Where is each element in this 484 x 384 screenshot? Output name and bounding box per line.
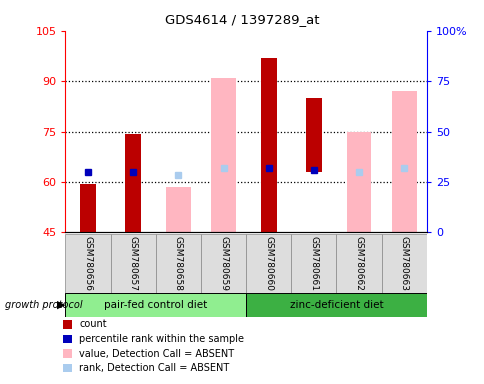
Text: zinc-deficient diet: zinc-deficient diet (289, 300, 382, 310)
FancyBboxPatch shape (245, 234, 291, 294)
Text: GSM780660: GSM780660 (264, 236, 272, 291)
FancyBboxPatch shape (336, 234, 381, 294)
Text: value, Detection Call = ABSENT: value, Detection Call = ABSENT (79, 349, 234, 359)
Text: rank, Detection Call = ABSENT: rank, Detection Call = ABSENT (79, 363, 229, 373)
Text: pair-fed control diet: pair-fed control diet (104, 300, 207, 310)
Text: growth protocol: growth protocol (5, 300, 82, 310)
Text: GSM780658: GSM780658 (174, 236, 182, 291)
Text: GSM780661: GSM780661 (309, 236, 318, 291)
Bar (346, 131, 371, 232)
Text: GSM780659: GSM780659 (219, 236, 227, 291)
FancyBboxPatch shape (291, 234, 336, 294)
Bar (305, 98, 321, 172)
Text: GSM780657: GSM780657 (128, 236, 137, 291)
Text: GSM780663: GSM780663 (399, 236, 408, 291)
Text: percentile rank within the sample: percentile rank within the sample (79, 334, 243, 344)
Text: GSM780656: GSM780656 (83, 236, 92, 291)
FancyBboxPatch shape (110, 234, 155, 294)
Bar (125, 134, 141, 232)
FancyBboxPatch shape (65, 234, 110, 294)
FancyBboxPatch shape (245, 293, 426, 317)
Text: ▶: ▶ (57, 300, 66, 310)
FancyBboxPatch shape (155, 234, 200, 294)
Text: count: count (79, 319, 106, 329)
Text: GSM780662: GSM780662 (354, 236, 363, 291)
Bar (166, 187, 190, 232)
Text: GDS4614 / 1397289_at: GDS4614 / 1397289_at (165, 13, 319, 26)
FancyBboxPatch shape (200, 234, 245, 294)
FancyBboxPatch shape (65, 293, 245, 317)
Bar (80, 184, 96, 232)
Bar (260, 58, 276, 232)
Bar (391, 91, 416, 232)
Bar (211, 78, 236, 232)
FancyBboxPatch shape (381, 234, 426, 294)
